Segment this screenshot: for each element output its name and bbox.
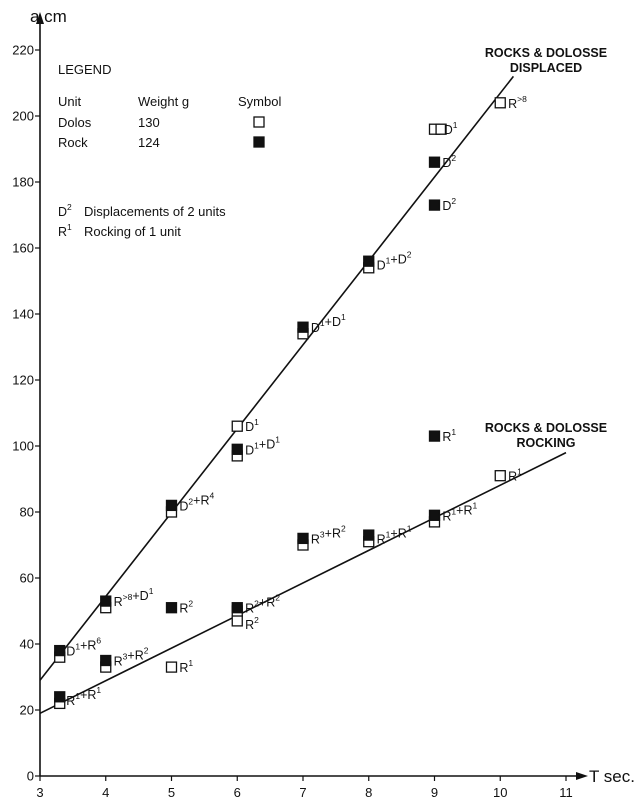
point-annotation: R3+R2 [311,523,346,546]
point-annotation: R1+R1 [377,523,412,546]
dolos-marker [494,470,506,482]
legend-dolos-symbol [253,116,265,128]
rock-marker [231,443,243,455]
point-annotation: R2+R2 [245,593,280,616]
legend-weight: 124 [138,135,160,150]
x-tick-label: 7 [299,785,306,800]
y-tick-label: 100 [12,439,34,454]
x-axis-arrow [576,772,588,780]
rock-marker [231,602,243,614]
rock-marker [428,199,441,211]
legend-note-text: Displacements of 2 units [84,204,226,219]
rock-marker [54,691,66,703]
legend-header: Unit [58,94,82,109]
point-annotation: R>8 [508,94,527,111]
legend-header: Weight g [138,94,189,109]
y-axis-arrow [36,12,44,24]
rock-marker [297,321,309,333]
y-tick-label: 80 [20,505,34,520]
x-axis-title: T sec. [589,767,635,786]
y-tick-label: 220 [12,43,34,58]
x-tick-label: 11 [559,785,573,800]
y-tick-label: 160 [12,241,34,256]
y-tick-label: 60 [20,571,34,586]
rock-marker [100,595,112,607]
point-annotation: D1+D1 [311,312,346,335]
y-tick-label: 140 [12,307,34,322]
point-annotation: D2 [442,196,456,213]
trend-line-caption: ROCKS & DOLOSSE [485,421,607,435]
rock-marker [165,602,178,614]
rock-marker [428,430,441,442]
point-annotation: R1+R1 [66,685,101,708]
dolos-marker [231,420,243,432]
dolos-marker [165,661,178,673]
point-annotation: D1+D2 [377,250,412,273]
rock-marker [428,156,441,168]
y-tick-label: 20 [20,703,34,718]
rock-marker [297,532,309,545]
rock-marker [363,255,375,267]
trend-line-caption: ROCKS & DOLOSSE [485,46,607,60]
x-tick-label: 6 [234,785,241,800]
trend-line-caption: ROCKING [516,436,575,450]
legend-header: Symbol [238,94,281,109]
point-annotation: R2 [245,615,259,632]
point-annotation: D1 [245,417,259,434]
point-annotation: R1+R1 [442,500,477,523]
point-annotation: R>8+D1 [114,586,154,609]
rock-marker [363,529,375,541]
x-tick-label: 3 [36,785,43,800]
x-tick-label: 9 [431,785,438,800]
y-tick-label: 40 [20,637,34,652]
tick-labels: 3 4 5 6 7 8 9 10 11 0 20 40 60 80 100 120 140 160 180 200 22… [12,43,572,801]
legend-note-text: Rocking of 1 unit [84,224,181,239]
y-tick-label: 200 [12,109,34,124]
dolos-marker [435,123,447,135]
y-axis-title: a cm [30,7,67,26]
data-points [54,97,506,710]
point-annotation: R2 [179,599,193,616]
legend-rock-symbol [253,136,265,148]
legend-note-symbol: D2 [58,202,72,219]
legend-unit: Rock [58,135,88,150]
x-tick-label: 8 [365,785,372,800]
legend-title: LEGEND [58,62,111,77]
point-annotation: D2+R4 [179,490,214,513]
x-tick-label: 10 [493,785,507,800]
rock-marker [54,644,66,657]
point-annotations: D1+R6R1+R1R>8+D1R3+R2D2+R4R2R1D1D1+D1R2+… [66,94,527,708]
rock-marker [428,509,441,521]
point-annotation: D1+R6 [66,636,101,659]
y-tick-label: 180 [12,175,34,190]
legend-weight: 130 [138,115,160,130]
point-annotation: D2 [442,153,456,170]
point-annotation: R1 [179,658,193,675]
point-annotation: D1+D1 [245,434,280,457]
dolos-marker [231,615,243,627]
legend-unit: Dolos [58,115,92,130]
y-tick-label: 0 [27,769,34,784]
point-annotation: R3+R2 [114,646,149,669]
dolos-marker [494,97,506,109]
trend-line [39,75,515,681]
legend-note-symbol: R1 [58,222,72,239]
point-annotation: D1 [444,120,458,137]
trend-line-caption: DISPLACED [510,61,582,75]
axes: a cm T sec. [30,7,635,786]
rock-marker [100,654,112,667]
point-annotation: R1 [508,467,522,484]
x-tick-label: 5 [168,785,175,800]
point-annotation: R1 [442,427,456,444]
rock-marker [165,499,178,512]
legend: LEGEND Unit Weight g Symbol Dolos 130 Rock 124 D… [58,62,281,239]
trend-line [39,451,567,715]
y-tick-label: 120 [12,373,34,388]
x-tick-label: 4 [102,785,109,800]
